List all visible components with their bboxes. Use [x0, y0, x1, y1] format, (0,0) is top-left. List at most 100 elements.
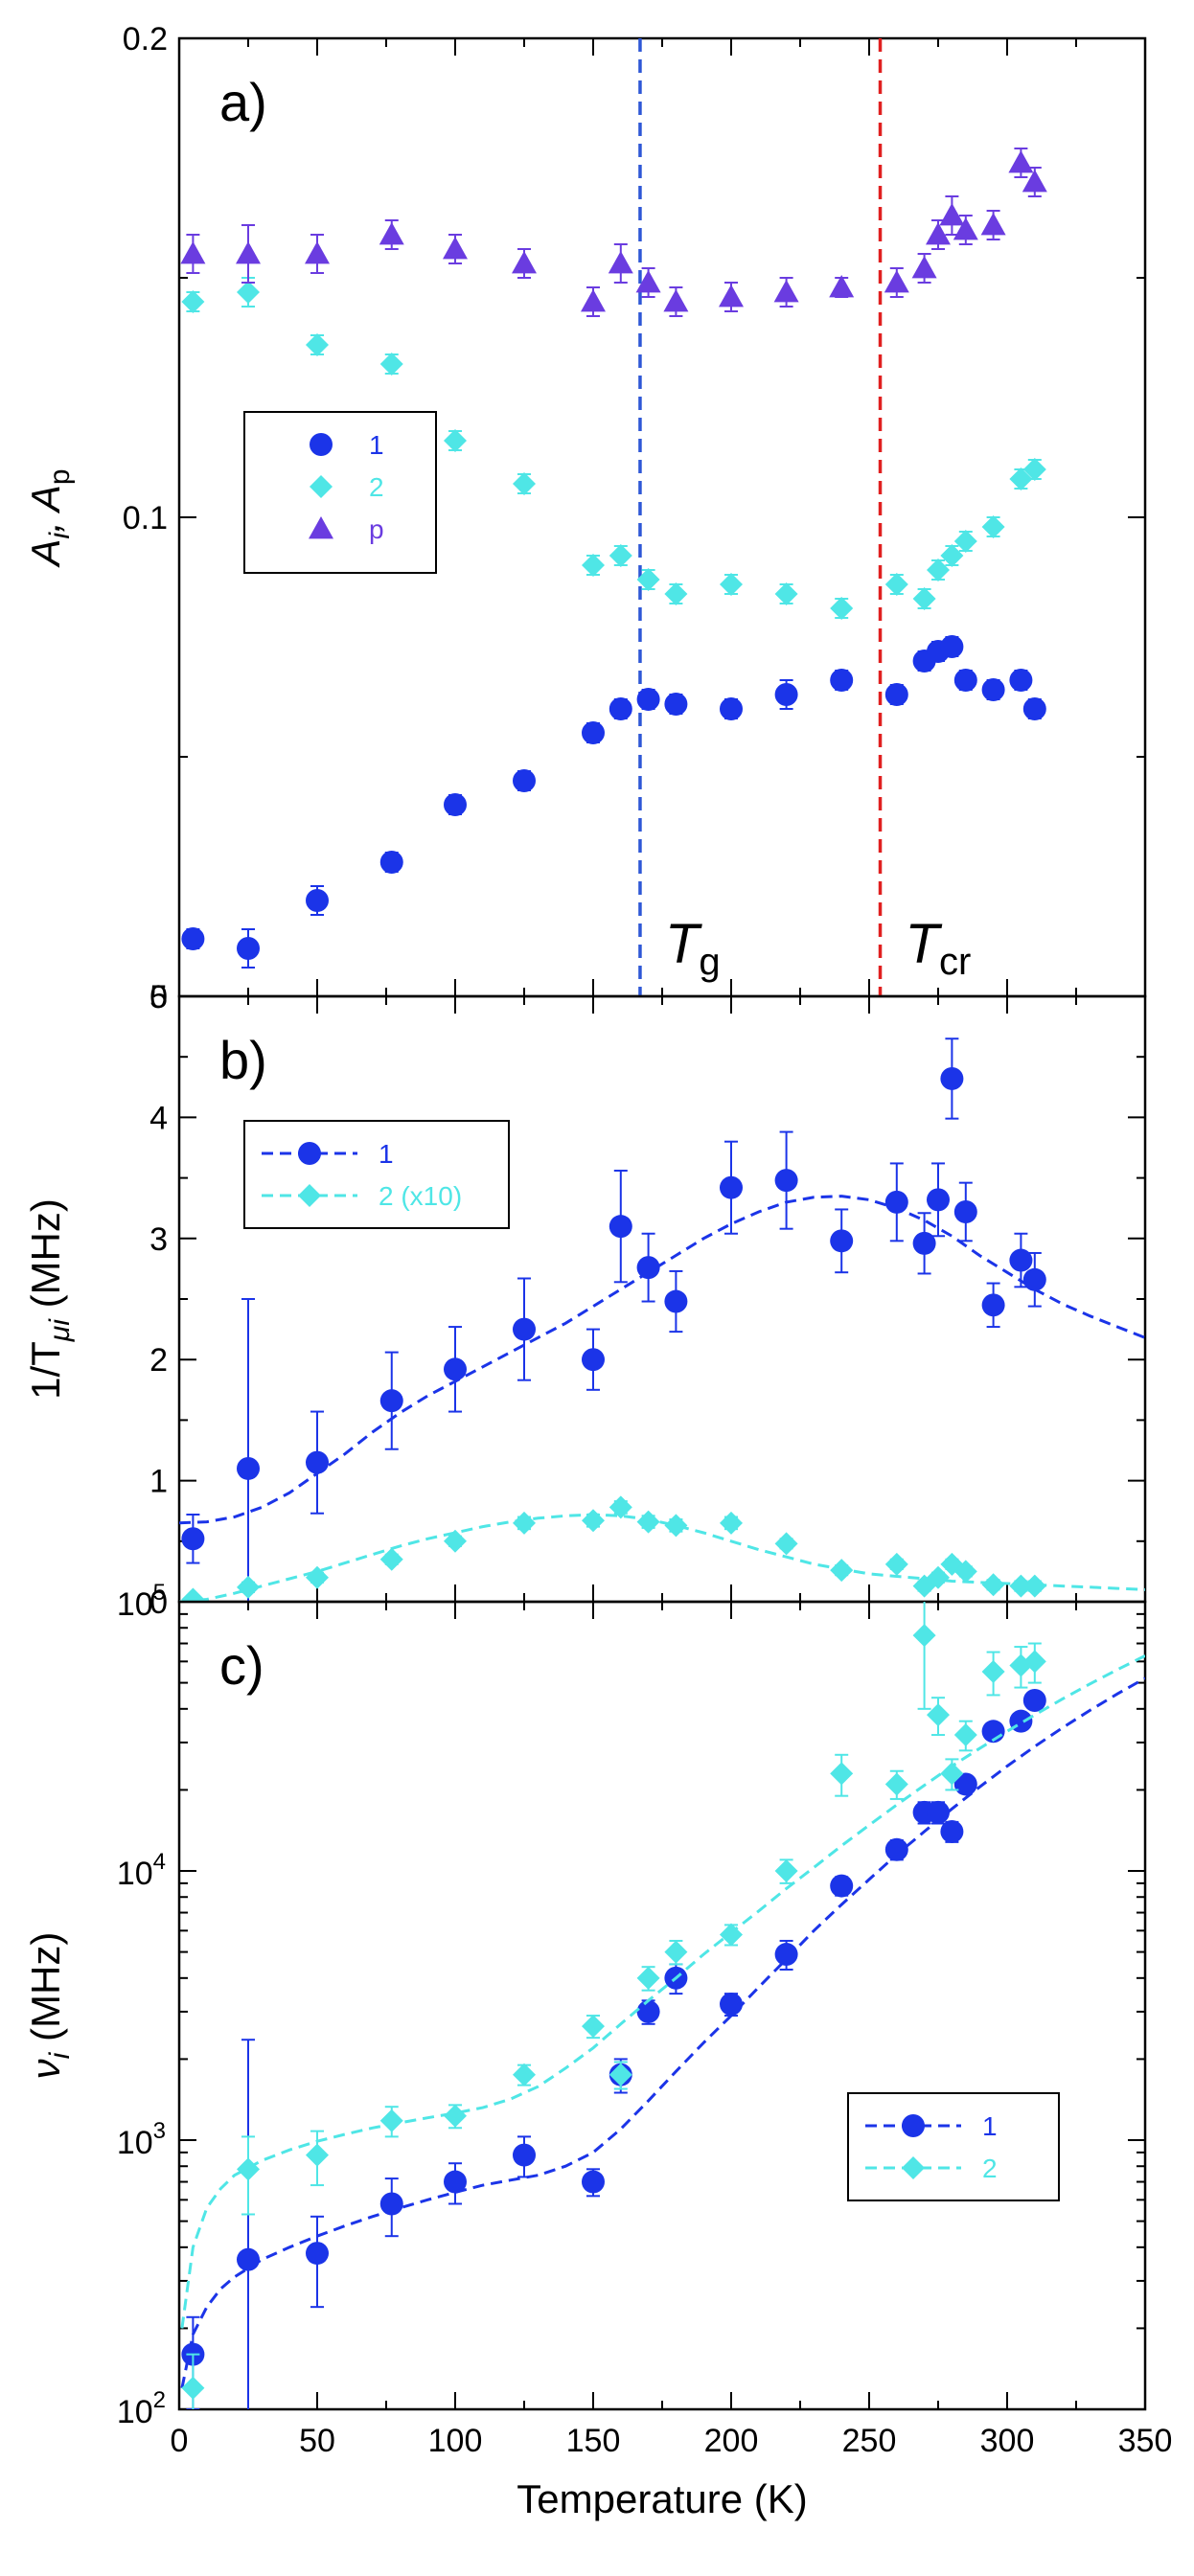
legend-marker: [298, 1142, 321, 1165]
data-point: [664, 693, 688, 716]
data-point: [884, 1552, 908, 1576]
data-point: [444, 429, 467, 452]
data-point: [443, 237, 468, 260]
y-tick-label: 0: [149, 1584, 168, 1621]
data-point: [939, 203, 965, 226]
data-point: [773, 280, 799, 303]
data-point: [379, 851, 403, 874]
data-point: [884, 1772, 908, 1796]
y-tick-base: 10: [117, 2394, 153, 2430]
data-point: [379, 1547, 403, 1571]
data-point: [636, 1510, 660, 1534]
data-point: [830, 1559, 854, 1583]
legend-marker: [310, 475, 333, 498]
data-point: [953, 1199, 977, 1223]
data-point: [720, 1993, 743, 2017]
legend-label: 2: [369, 472, 384, 502]
data-point: [1009, 1248, 1033, 1272]
data-point: [636, 1966, 660, 1990]
data-point: [912, 1624, 936, 1648]
y-tick-exponent: 5: [153, 1580, 166, 1606]
data-point: [981, 515, 1005, 538]
data-point: [306, 2242, 329, 2266]
data-point: [608, 697, 632, 720]
data-point: [940, 1819, 964, 1843]
data-point: [1008, 150, 1034, 173]
data-point: [720, 1923, 743, 1947]
vline-label: Tg: [665, 913, 721, 983]
legend: 1 2 p: [243, 411, 437, 574]
legend: 1 2 (x10): [243, 1120, 510, 1229]
x-tick-label: 350: [1118, 2423, 1173, 2459]
data-point: [953, 1560, 977, 1584]
data-point: [635, 270, 661, 293]
data-point: [581, 289, 606, 312]
y-tick-label: 0: [149, 979, 168, 1015]
x-tick-label: 0: [171, 2423, 189, 2459]
data-point: [830, 1874, 854, 1898]
data-point: [379, 2109, 403, 2132]
data-point: [927, 559, 950, 581]
data-point: [513, 472, 536, 495]
data-point: [636, 688, 660, 711]
x-tick-label: 150: [566, 2423, 621, 2459]
data-point: [582, 721, 605, 744]
legend-marker: [309, 516, 333, 539]
data-point: [608, 1495, 632, 1519]
data-point: [953, 217, 978, 240]
data-point: [927, 1188, 950, 1212]
y-tick-label: 0.1: [123, 500, 168, 536]
data-point: [237, 937, 260, 960]
legend-label: 1: [982, 2111, 998, 2141]
data-point: [608, 544, 632, 567]
data-point: [1009, 1574, 1033, 1598]
panel-b: 0 1 2 3 4 5 b) 1/Tμi (MHz) 1 2 (x10): [23, 979, 1147, 1621]
data-point: [236, 241, 261, 264]
data-point: [664, 1514, 688, 1538]
y-axis-label: νi (MHz): [23, 1932, 76, 2080]
data-point: [1022, 458, 1046, 481]
data-point: [379, 1389, 403, 1413]
data-point: [513, 2063, 536, 2086]
data-point: [181, 290, 205, 313]
y-tick-label: 2: [149, 1342, 168, 1379]
data-point: [953, 530, 977, 553]
data-point: [940, 1066, 964, 1090]
y-tick-label: 105: [117, 1580, 166, 1623]
plot-area: [179, 1037, 1145, 1602]
fit-curve: [180, 1676, 1145, 2389]
data-point: [181, 2376, 205, 2400]
y-label-sub: μi: [44, 1318, 76, 1342]
data-point: [664, 582, 688, 605]
data-point: [582, 554, 605, 577]
y-label-part: , A: [23, 485, 68, 533]
data-point: [981, 1573, 1005, 1597]
data-point: [582, 1348, 605, 1372]
y-label-sub: p: [44, 468, 76, 485]
data-point: [911, 256, 937, 279]
y-label-sub: i: [44, 532, 76, 539]
series-1: [181, 635, 1046, 969]
x-tick-label: 100: [428, 2423, 483, 2459]
data-point: [306, 1450, 329, 1474]
data-point: [1022, 1650, 1046, 1674]
data-point: [582, 2015, 605, 2039]
data-point: [608, 1215, 632, 1239]
plot-area: [180, 1602, 1145, 2409]
data-point: [940, 635, 964, 658]
y-tick-base: 10: [117, 1856, 153, 1892]
data-point: [884, 270, 909, 293]
data-point: [1022, 1688, 1046, 1712]
vline-label-main: T: [665, 913, 702, 975]
legend-label: 2: [982, 2154, 998, 2183]
data-point: [926, 222, 951, 245]
data-point: [636, 568, 660, 591]
series-p: [180, 148, 1047, 317]
panel-label: b): [219, 1030, 267, 1090]
y-tick-label: 103: [117, 2118, 166, 2161]
data-point: [237, 2247, 260, 2271]
data-point: [1009, 467, 1033, 490]
data-point: [513, 2143, 536, 2167]
